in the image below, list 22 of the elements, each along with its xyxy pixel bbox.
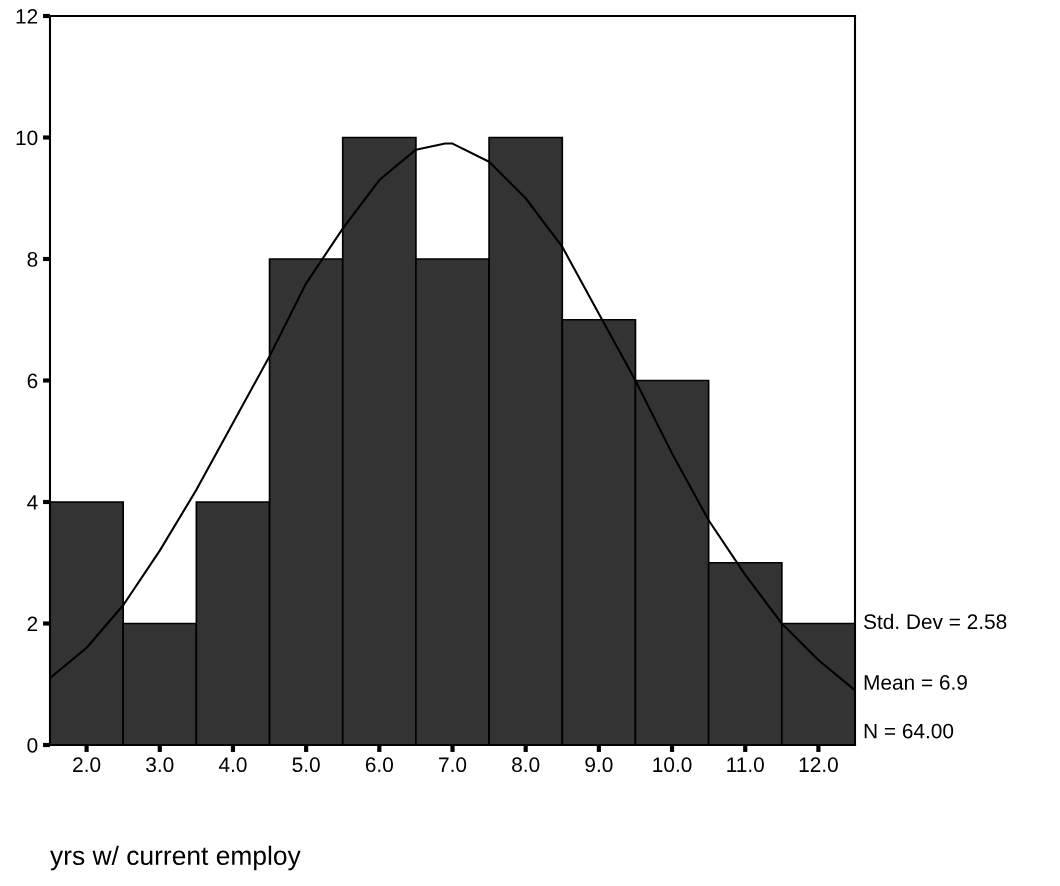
x-tick-label: 10.0 [653, 757, 692, 773]
x-tick-label: 4.0 [218, 757, 247, 773]
text: Mean = 6.9 [864, 675, 967, 690]
y-tick-label: 0 [27, 738, 38, 753]
y-tick-label: 10 [16, 130, 38, 146]
y-tick-label: 12 [16, 9, 38, 24]
x-tick-label: 8.0 [512, 757, 540, 773]
y-tick-label: 4 [27, 495, 38, 510]
y-tick-label: 2 [27, 616, 38, 632]
x-tick-label: 11.0 [727, 757, 764, 773]
x-tick-label: 7.0 [439, 757, 467, 773]
x-tick-label: 9.0 [585, 757, 613, 773]
text: N = 64.00 [864, 723, 954, 739]
y-tick-label: 8 [27, 252, 38, 267]
x-tick-label: 3.0 [146, 757, 174, 773]
x-tick-label: 6.0 [365, 757, 393, 773]
y-tick-label: 6 [27, 373, 38, 389]
x-tick-label: 12.0 [799, 757, 838, 773]
x-tick-label: 5.0 [292, 757, 320, 773]
x-tick-label: 2.0 [73, 757, 101, 773]
text: Std. Dev = 2.58 [864, 613, 1007, 630]
x-axis-title: yrs w/ current employ [50, 845, 301, 871]
